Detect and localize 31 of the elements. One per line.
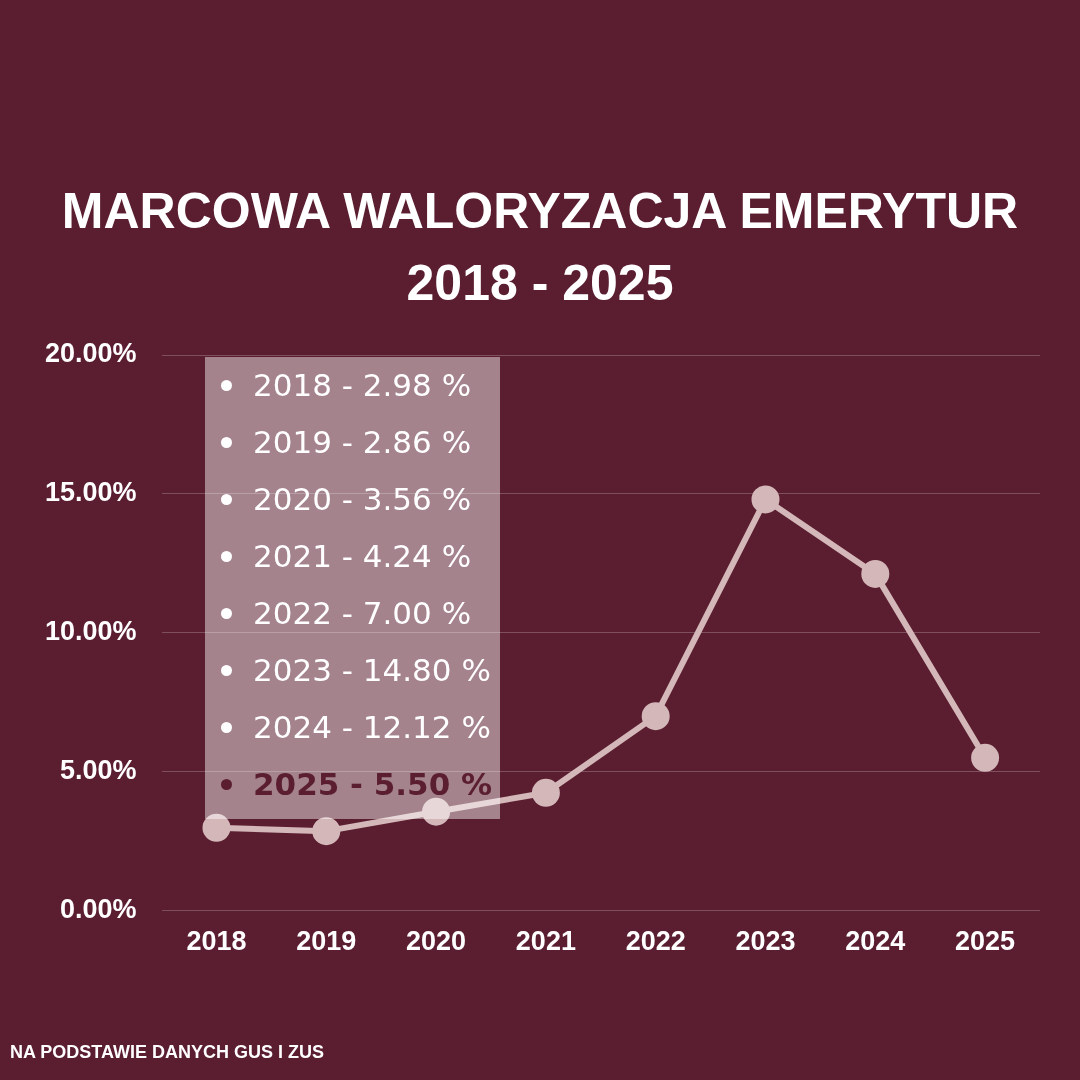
x-tick-label: 2024	[845, 926, 906, 957]
y-tick-label: 15.00%	[45, 477, 137, 508]
y-tick-label: 5.00%	[60, 755, 137, 786]
x-tick-label: 2021	[515, 926, 576, 957]
point	[751, 485, 780, 514]
annotation: 2025 - 5.50 %	[252, 765, 494, 804]
annotation: 2024 - 12.12 %	[252, 708, 492, 747]
x-tick-label: 2020	[406, 926, 467, 957]
x-tick-label: 2025	[955, 926, 1016, 957]
x-tick-label: 2018	[186, 926, 247, 957]
point	[971, 743, 1000, 772]
point	[861, 559, 890, 588]
text: NA PODSTAWIE DANYCH GUS I ZUS	[10, 1042, 325, 1063]
annotation: 2021 - 4.24 %	[252, 537, 473, 576]
annotation: 2023 - 14.80 %	[252, 651, 492, 690]
chart-title: MARCOWA WALORYZACJA EMERYTUR 2018 - 2025	[60, 182, 1020, 313]
annotation: 2022 - 7.00 %	[252, 594, 473, 633]
x-tick-label: 2023	[735, 926, 796, 957]
annotation: 2020 - 3.56 %	[252, 480, 473, 519]
y-tick-label: 20.00%	[45, 338, 137, 369]
y-tick-label: 10.00%	[45, 616, 137, 647]
annotation: 2018 - 2.98 %	[252, 366, 473, 405]
point	[312, 817, 341, 846]
point	[641, 702, 670, 731]
annotation: 2019 - 2.86 %	[252, 423, 473, 462]
point	[531, 778, 560, 807]
x-tick-label: 2019	[296, 926, 357, 957]
x-tick-label: 2022	[625, 926, 686, 957]
point	[422, 797, 451, 826]
y-tick-label: 0.00%	[60, 894, 137, 925]
point	[202, 813, 231, 842]
